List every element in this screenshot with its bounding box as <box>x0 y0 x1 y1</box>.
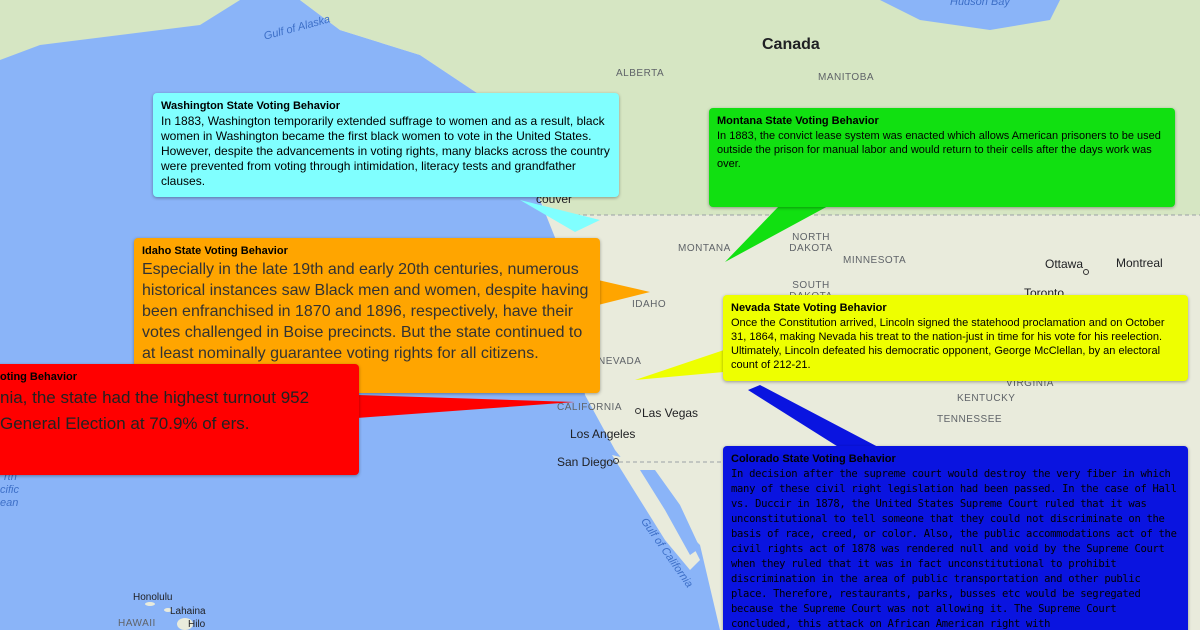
map-label: MINNESOTA <box>843 255 907 266</box>
map-label: MANITOBA <box>818 72 875 83</box>
pointer <box>748 385 880 448</box>
map-label: IDAHO <box>632 299 667 310</box>
callout[interactable]: Colorado State Voting Behavior In decisi… <box>723 446 1188 630</box>
map-label: Hilo <box>188 619 206 630</box>
callout[interactable]: Washington State Voting Behavior In 1883… <box>153 93 619 197</box>
map-label: cific <box>0 484 19 496</box>
map-label: ean <box>0 497 19 509</box>
callout[interactable]: Nevada State Voting Behavior Once the Co… <box>723 295 1188 381</box>
callout-body: In 1883, the convict lease system was en… <box>717 130 1161 170</box>
island <box>164 608 172 612</box>
callout-title: Montana State Voting Behavior <box>717 115 879 127</box>
map-label: MONTANA <box>678 243 731 254</box>
map-label: Montreal <box>1116 256 1163 270</box>
callout-body: Once the Constitution arrived, Lincoln s… <box>731 317 1165 371</box>
city-dot <box>1083 269 1089 275</box>
gulf-california <box>640 470 700 555</box>
callout-title: oting Behavior <box>0 371 78 383</box>
alaska <box>0 0 240 60</box>
map-label: Las Vegas <box>642 406 699 420</box>
callout-title: Colorado State Voting Behavior <box>731 453 896 465</box>
map-label: TENNESSEE <box>937 414 1003 425</box>
callout-title: Washington State Voting Behavior <box>161 100 341 112</box>
island <box>145 602 155 606</box>
map-label: Hudson Bay <box>950 0 1010 8</box>
callout-body: In 1883, Washington temporarily extended… <box>161 114 610 188</box>
map-label: Lahaina <box>170 606 206 617</box>
map-label: HAWAII <box>118 618 156 629</box>
map-label: ALBERTA <box>616 68 665 79</box>
map-label: Honolulu <box>133 592 173 603</box>
map-label: KENTUCKY <box>957 393 1016 404</box>
pointer <box>635 350 724 380</box>
pointer <box>520 200 600 232</box>
callout-title: Idaho State Voting Behavior <box>142 245 288 257</box>
pointer <box>725 205 830 262</box>
island <box>177 618 193 630</box>
baja <box>612 455 700 570</box>
map-label: CALIFORNIA <box>557 402 623 413</box>
callout[interactable]: Montana State Voting Behavior In 1883, t… <box>709 108 1175 207</box>
callout-body: In decision after the supreme court woul… <box>731 468 1177 630</box>
map-label: NORTH DAKOTA <box>789 232 833 254</box>
callout-title: Nevada State Voting Behavior <box>731 302 887 314</box>
callout-body: Especially in the late 19th and early 20… <box>142 261 589 362</box>
callout[interactable]: oting Behavior nia, the state had the hi… <box>0 364 359 475</box>
city-dot <box>635 408 641 414</box>
map-label: NEVADA <box>598 356 642 367</box>
pointer <box>598 280 650 305</box>
city-dot <box>613 458 619 464</box>
map-label: VIRGINIA <box>1006 378 1054 389</box>
map-label: Ottawa <box>1045 257 1084 271</box>
pointer <box>357 395 575 418</box>
map-label: Los Angeles <box>570 427 636 441</box>
callout-body: nia, the state had the highest turnout 9… <box>0 388 310 433</box>
map-label: Canada <box>762 36 820 53</box>
map-label: San Diego <box>557 455 614 469</box>
hudson-bay <box>880 0 1060 30</box>
